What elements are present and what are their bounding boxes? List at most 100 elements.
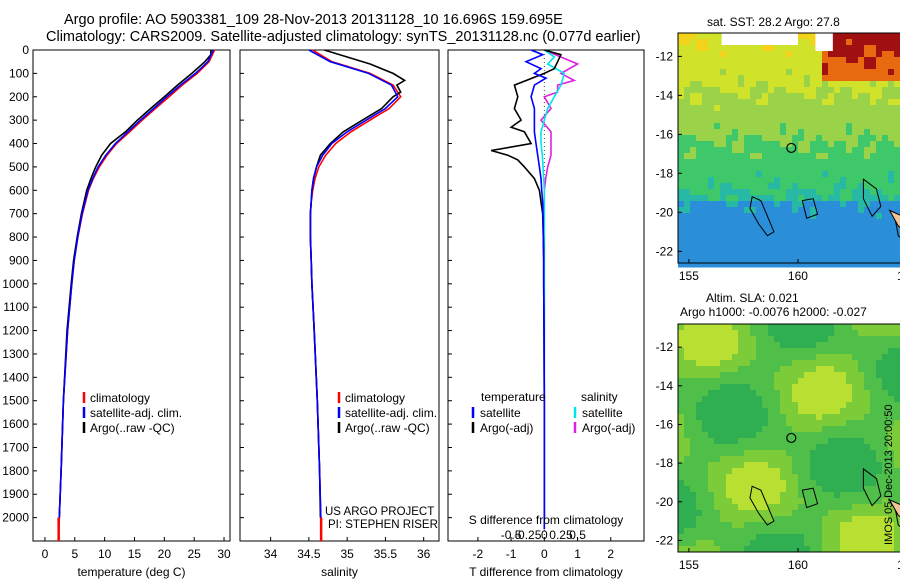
map-cell [756,57,763,64]
map-cell [762,87,769,94]
map-cell [792,426,799,433]
map-cell [720,366,727,373]
map-cell [852,492,859,499]
map-cell [858,225,865,232]
map-cell [726,135,733,142]
map-cell [750,480,757,487]
map-cell [696,237,703,244]
map-cell [726,528,733,535]
map-cell [768,249,775,256]
map-cell [852,408,859,415]
map-cell [858,354,865,361]
map-cell [888,474,895,481]
map-cell [696,426,703,433]
map-cell [870,420,877,427]
map-cell [780,207,787,214]
map-cell [870,486,877,493]
map-cell [828,462,835,469]
map-cell [762,153,769,160]
map-cell [870,336,877,343]
map-cell [678,510,685,517]
map-cell [822,117,829,124]
map-cell [684,75,691,82]
map-cell [828,141,835,148]
map-cell [768,225,775,232]
map-cell [834,330,841,337]
map-cell [858,33,865,40]
map-cell [876,87,883,94]
map-cell [696,189,703,196]
map-cell [708,87,715,94]
map-cell [798,135,805,142]
map-cell [708,237,715,244]
map-cell [894,81,900,88]
map-cell [822,498,829,505]
map-cell [768,171,775,178]
map-cell [750,486,757,493]
map-cell [684,135,691,142]
map-cell [846,378,853,385]
map-cell [882,147,889,154]
map-cell [714,183,721,190]
map-cell [678,75,685,82]
map-cell [870,360,877,367]
map-cell [876,540,883,547]
map-cell [840,195,847,202]
map-cell [894,438,900,445]
map-cell [894,372,900,379]
x-tick-label: 2 [607,547,614,561]
map-cell [858,51,865,58]
map-cell [726,414,733,421]
map-cell [762,528,769,535]
map-cell [744,480,751,487]
map-cell [888,177,895,184]
map-cell [816,390,823,397]
map-cell [810,231,817,238]
map-cell [864,420,871,427]
map-cell [684,336,691,343]
map-cell [810,45,817,52]
map-cell [714,165,721,172]
sla-map-title-2: Argo h1000: -0.0076 h2000: -0.027 [680,305,867,319]
map-cell [744,492,751,499]
map-cell [870,33,877,40]
map-cell [858,189,865,196]
map-cell [738,336,745,343]
map-cell [762,396,769,403]
map-cell [816,348,823,355]
map-cell [804,129,811,136]
map-cell [786,117,793,124]
map-cell [792,231,799,238]
map-cell [864,366,871,373]
map-cell [768,378,775,385]
map-cell [792,486,799,493]
map-cell [822,225,829,232]
map-cell [798,105,805,112]
map-cell [816,117,823,124]
y-tick-label: 1400 [2,370,29,384]
map-cell [846,516,853,523]
map-cell [828,330,835,337]
map-cell [864,63,871,70]
map-cell [726,129,733,136]
plot-frame [32,49,231,542]
map-cell [738,414,745,421]
map-cell [816,432,823,439]
map-cell [852,111,859,118]
map-cell [738,165,745,172]
map-cell [852,342,859,349]
map-cell [804,255,811,262]
map-cell [828,372,835,379]
map-cell [756,408,763,415]
map-cell [726,261,733,268]
map-cell [678,243,685,250]
map-cell [684,360,691,367]
map-cell [762,420,769,427]
map-cell [762,438,769,445]
map-cell [864,81,871,88]
map-cell [840,540,847,547]
map-cell [750,516,757,523]
map-cell [720,207,727,214]
map-cell [816,468,823,475]
map-cell [696,360,703,367]
